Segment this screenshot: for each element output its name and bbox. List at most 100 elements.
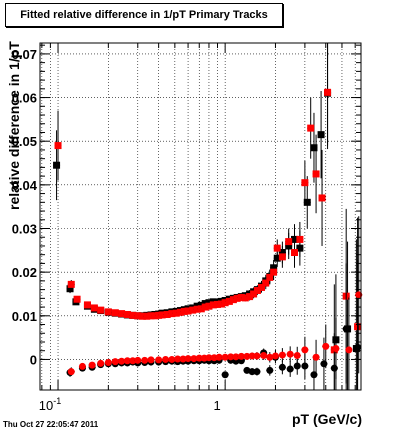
data-point bbox=[73, 295, 81, 303]
data-point bbox=[221, 371, 229, 379]
data-point bbox=[301, 362, 309, 370]
x-axis-label: pT (GeV/c) bbox=[291, 411, 362, 427]
data-point bbox=[90, 304, 98, 312]
data-point bbox=[205, 302, 213, 310]
data-point bbox=[174, 355, 182, 363]
data-point bbox=[270, 268, 278, 276]
data-point bbox=[266, 366, 274, 374]
data-point bbox=[66, 285, 74, 293]
data-point bbox=[278, 253, 286, 261]
data-point bbox=[180, 307, 188, 315]
data-point bbox=[227, 353, 235, 361]
data-point bbox=[221, 353, 229, 361]
data-point bbox=[345, 346, 353, 354]
data-point bbox=[317, 131, 325, 139]
data-point bbox=[162, 355, 170, 363]
x-tick-label: 1 bbox=[214, 398, 221, 413]
data-point bbox=[286, 350, 294, 358]
data-point bbox=[147, 312, 155, 320]
y-tick-label: 0.05 bbox=[12, 134, 37, 149]
data-point bbox=[129, 357, 137, 365]
x-tick-label: 10-1 bbox=[39, 396, 61, 413]
data-point bbox=[209, 301, 217, 309]
series-red-square bbox=[54, 43, 362, 390]
data-point bbox=[111, 309, 119, 317]
data-point bbox=[193, 305, 201, 313]
data-point bbox=[88, 361, 96, 369]
data-point bbox=[286, 365, 294, 373]
data-point bbox=[330, 364, 338, 372]
series-red-circle bbox=[67, 216, 363, 390]
data-point bbox=[278, 351, 286, 359]
data-point bbox=[143, 312, 151, 320]
plot-frame bbox=[39, 42, 362, 391]
data-point bbox=[320, 360, 328, 368]
data-point bbox=[215, 353, 223, 361]
data-point bbox=[290, 249, 298, 257]
data-point bbox=[233, 294, 241, 302]
data-point bbox=[168, 355, 176, 363]
data-point bbox=[243, 352, 251, 360]
data-point bbox=[78, 362, 86, 370]
data-point bbox=[221, 299, 229, 307]
data-point bbox=[293, 362, 301, 370]
data-point bbox=[155, 311, 163, 319]
data-point bbox=[342, 325, 350, 333]
data-point bbox=[273, 254, 281, 262]
data-point bbox=[237, 352, 245, 360]
y-tick-label: 0.04 bbox=[12, 178, 38, 193]
data-point bbox=[168, 310, 176, 318]
y-tick-label: 0.07 bbox=[12, 47, 37, 62]
data-point bbox=[293, 352, 301, 360]
data-point bbox=[83, 301, 91, 309]
data-point bbox=[310, 144, 318, 152]
data-point bbox=[303, 198, 311, 206]
chart-title: Fitted relative difference in 1/pT Prima… bbox=[5, 3, 283, 27]
data-point bbox=[307, 124, 315, 132]
series-black-circle bbox=[66, 259, 362, 390]
data-point bbox=[54, 142, 62, 150]
data-point bbox=[250, 290, 258, 298]
data-point bbox=[138, 312, 146, 320]
data-point bbox=[324, 88, 332, 96]
data-point bbox=[141, 356, 149, 364]
data-point bbox=[104, 308, 112, 316]
data-point bbox=[53, 161, 61, 169]
data-point bbox=[134, 356, 142, 364]
data-point bbox=[241, 294, 249, 302]
data-point bbox=[163, 310, 171, 318]
data-point bbox=[354, 343, 362, 351]
data-point bbox=[205, 354, 213, 362]
data-point bbox=[184, 355, 192, 363]
y-tick-label: 0.03 bbox=[12, 222, 37, 237]
data-point bbox=[248, 368, 256, 376]
data-point bbox=[67, 280, 75, 288]
data-point bbox=[278, 363, 286, 371]
data-point bbox=[246, 293, 254, 301]
data-point bbox=[118, 357, 126, 365]
data-point bbox=[257, 283, 265, 291]
data-point bbox=[147, 356, 155, 364]
data-point bbox=[253, 368, 261, 376]
chart-axes: 10-1 1 0 0.01 0.02 0.03 0.04 0.05 0.06 0.07 bbox=[12, 43, 361, 413]
data-point bbox=[301, 346, 309, 354]
data-point bbox=[285, 238, 293, 246]
data-point bbox=[232, 353, 240, 361]
data-point bbox=[123, 357, 131, 365]
data-point bbox=[271, 352, 279, 360]
data-point bbox=[248, 352, 256, 360]
data-point bbox=[225, 297, 233, 305]
series-black-square bbox=[53, 43, 360, 390]
data-point bbox=[201, 303, 209, 311]
data-point bbox=[155, 356, 163, 364]
y-tick-label: 0 bbox=[30, 352, 37, 367]
data-point bbox=[301, 179, 309, 187]
data-point bbox=[332, 345, 340, 353]
data-point bbox=[237, 293, 245, 301]
data-point bbox=[197, 305, 205, 313]
data-point bbox=[151, 312, 159, 320]
chart-marks bbox=[53, 43, 363, 390]
data-point bbox=[312, 170, 320, 178]
data-point bbox=[190, 355, 198, 363]
data-point bbox=[273, 244, 281, 252]
